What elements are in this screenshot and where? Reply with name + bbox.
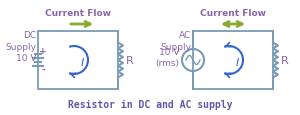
Bar xyxy=(193,32,273,89)
Text: I: I xyxy=(236,58,238,67)
Text: I: I xyxy=(80,58,84,67)
Text: Current Flow: Current Flow xyxy=(45,9,111,18)
Text: -: - xyxy=(41,65,45,74)
Text: Current Flow: Current Flow xyxy=(200,9,266,18)
Text: 10 V: 10 V xyxy=(16,54,36,63)
Text: DC
Supply: DC Supply xyxy=(5,31,36,51)
Text: R: R xyxy=(281,56,289,65)
Text: +: + xyxy=(39,47,47,56)
Text: AC
Supply: AC Supply xyxy=(160,31,191,51)
Text: 10 V
(rms): 10 V (rms) xyxy=(155,47,179,68)
Text: Resistor in DC and AC supply: Resistor in DC and AC supply xyxy=(68,99,232,109)
Bar xyxy=(38,32,118,89)
Text: R: R xyxy=(126,56,134,65)
